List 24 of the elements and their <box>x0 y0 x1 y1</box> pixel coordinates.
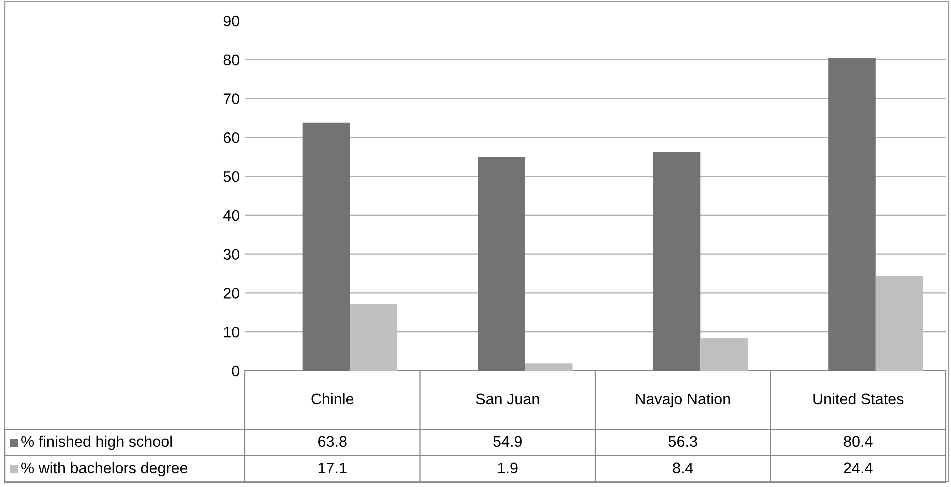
x-tick-label: United States <box>814 393 904 405</box>
y-tick-label: 70 <box>224 94 240 104</box>
y-tick-label: 20 <box>224 288 240 299</box>
y-tick-label: 60 <box>224 132 240 144</box>
y-tick-label: 10 <box>224 326 240 338</box>
x-tick-label: Chinle <box>312 393 354 405</box>
data-label: 63.8 <box>318 436 347 448</box>
data-label: 17.1 <box>318 462 347 474</box>
legend-label: % finished high school <box>22 436 172 450</box>
data-label: 8.4 <box>673 462 694 474</box>
y-tick-label: 80 <box>224 54 240 66</box>
legend-label: % with bachelors degree <box>22 462 188 477</box>
x-tick-label: San Juan <box>476 394 540 405</box>
data-label: 54.9 <box>494 436 522 448</box>
data-label: 1.9 <box>498 462 518 474</box>
y-tick-label: 0 <box>232 366 240 377</box>
x-tick-label: Navajo Nation <box>636 393 730 408</box>
y-tick-label: 90 <box>224 16 240 27</box>
data-label: 80.4 <box>844 436 873 448</box>
y-tick-label: 30 <box>224 249 240 260</box>
y-tick-label: 40 <box>224 210 240 222</box>
y-tick-label: 50 <box>224 171 240 182</box>
data-label: 24.4 <box>844 462 873 474</box>
data-label: 56.3 <box>668 436 698 448</box>
